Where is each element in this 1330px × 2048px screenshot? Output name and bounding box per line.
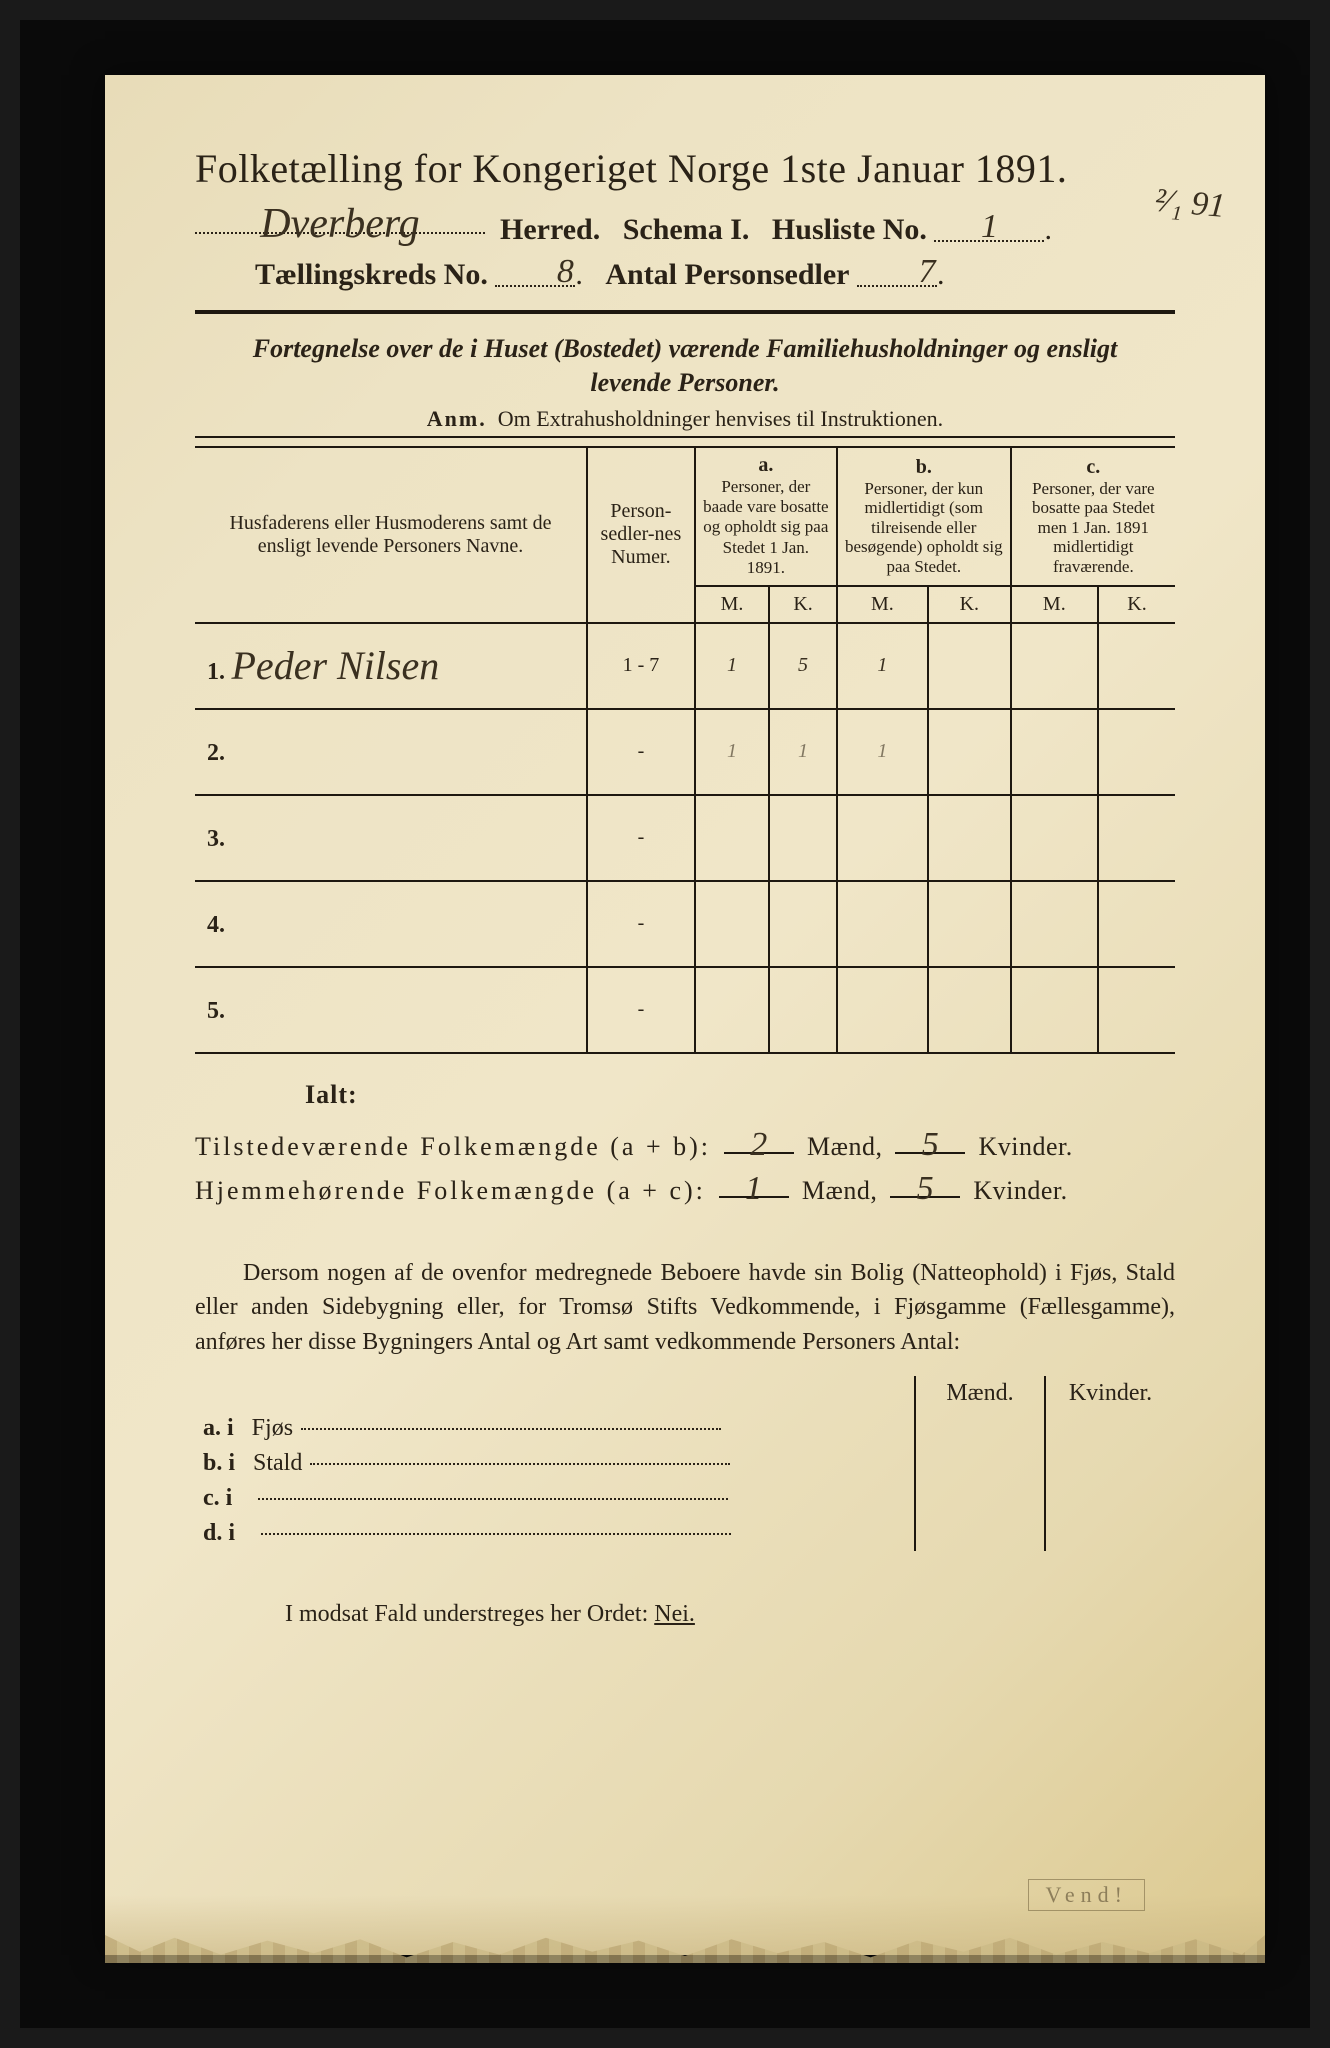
resident-total-line: Hjemmehørende Folkemængde (a + c): 1 Mæn… xyxy=(195,1170,1175,1206)
col-a-k: K. xyxy=(769,586,837,623)
table-row: 5. - xyxy=(195,967,1175,1053)
ob-row: a. i Fjøs xyxy=(195,1411,1175,1446)
header-line-herred: Dverberg Herred. Schema I. Husliste No. … xyxy=(195,202,1175,247)
ob-row: b. i Stald xyxy=(195,1446,1175,1481)
resident-k: 5 xyxy=(917,1170,935,1207)
ob-maend-header: Mænd. xyxy=(915,1376,1045,1411)
intro-text: Fortegnelse over de i Huset (Bostedet) v… xyxy=(195,332,1175,400)
form-title: Folketælling for Kongeriget Norge 1ste J… xyxy=(195,145,1175,192)
nei-line: I modsat Fald understreges her Ordet: Ne… xyxy=(195,1601,1175,1628)
anm-label: Anm. xyxy=(427,406,487,431)
resident-m: 1 xyxy=(745,1170,763,1207)
torn-edge xyxy=(105,1935,1265,1963)
table-row: 4. - xyxy=(195,881,1175,967)
col-b-k: K. xyxy=(928,586,1011,623)
present-total-line: Tilstedeværende Folkemængde (a + b): 2 M… xyxy=(195,1126,1175,1162)
husliste-label: Husliste No. xyxy=(772,213,927,246)
table-row: 1. Peder Nilsen 1 - 7 1 5 1 xyxy=(195,623,1175,709)
present-k: 5 xyxy=(922,1126,940,1163)
antal-value: 7 xyxy=(918,253,935,290)
schema-label: Schema I. xyxy=(623,213,750,246)
col-c-m: M. xyxy=(1011,586,1098,623)
ob-row: c. i xyxy=(195,1481,1175,1516)
divider-thin xyxy=(195,436,1175,438)
col-c-header: c. Personer, der vare bosatte paa Stedet… xyxy=(1011,447,1175,586)
census-table: Husfaderens eller Husmoderens samt de en… xyxy=(195,446,1175,1054)
herred-value: Dverberg xyxy=(260,201,419,247)
nei-word: Nei. xyxy=(654,1601,695,1627)
outbuilding-table: Mænd. Kvinder. a. i Fjøs b. i Stald c. i… xyxy=(195,1376,1175,1551)
ob-row: d. i xyxy=(195,1516,1175,1551)
anm-text: Om Extrahusholdninger henvises til Instr… xyxy=(498,406,943,431)
col-b-m: M. xyxy=(837,586,928,623)
margin-date-note: ²⁄₁ 91 xyxy=(1153,182,1226,226)
census-form-page: ²⁄₁ 91 Folketælling for Kongeriget Norge… xyxy=(105,75,1265,1955)
kreds-value: 8 xyxy=(557,253,574,290)
ialt-label: Ialt: xyxy=(305,1080,1175,1110)
herred-label: Herred. xyxy=(500,213,600,246)
outbuilding-paragraph: Dersom nogen af de ovenfor medregnede Be… xyxy=(195,1256,1175,1360)
col-a-header: a. Personer, der baade vare bosatte og o… xyxy=(695,447,837,586)
intro-line2: levende Personer. xyxy=(590,368,779,397)
divider-rule xyxy=(195,310,1175,314)
col-b-header: b. Personer, der kun midlertidigt (som t… xyxy=(837,447,1011,586)
husliste-value: 1 xyxy=(981,208,998,245)
vend-stamp: Vend! xyxy=(1028,1879,1145,1911)
ob-kvinder-header: Kvinder. xyxy=(1045,1376,1175,1411)
col-c-k: K. xyxy=(1098,586,1175,623)
intro-line1: Fortegnelse over de i Huset (Bostedet) v… xyxy=(253,334,1118,363)
header-line-kreds: Tællingskreds No. 8. Antal Personsedler … xyxy=(195,255,1175,292)
col-a-m: M. xyxy=(695,586,769,623)
kreds-label: Tællingskreds No. xyxy=(255,258,488,291)
table-row: 3. - xyxy=(195,795,1175,881)
present-m: 2 xyxy=(750,1126,768,1163)
table-row: 2. - 1 1 1 xyxy=(195,709,1175,795)
col-name-header: Husfaderens eller Husmoderens samt de en… xyxy=(195,447,587,623)
antal-label: Antal Personsedler xyxy=(605,258,849,291)
intro-anm: Anm. Om Extrahusholdninger henvises til … xyxy=(195,406,1175,432)
col-numer-header: Person-sedler-nes Numer. xyxy=(587,447,695,623)
